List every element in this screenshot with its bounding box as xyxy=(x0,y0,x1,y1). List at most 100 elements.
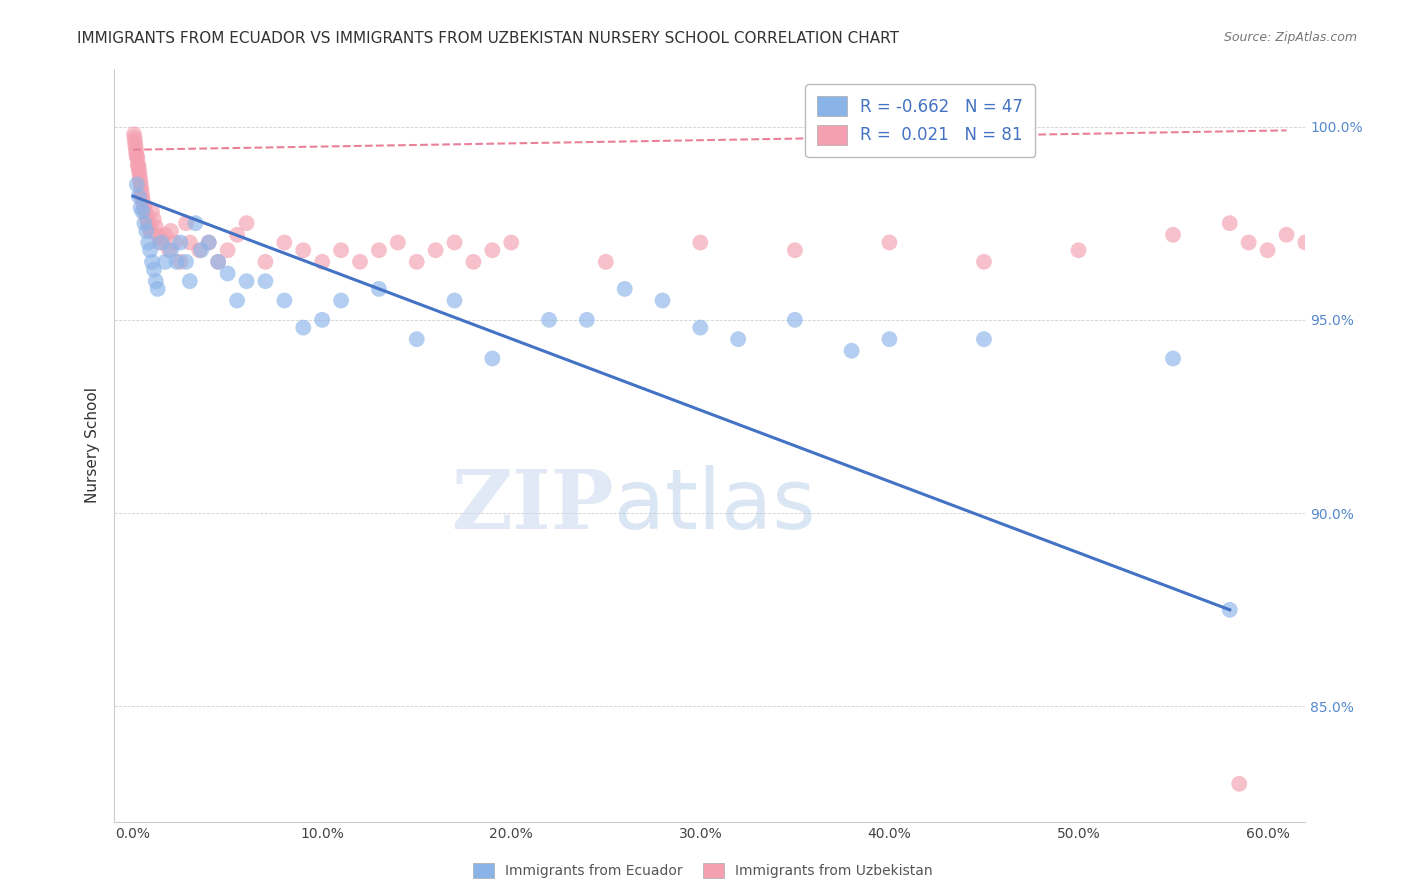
Point xyxy=(174,216,197,230)
Point xyxy=(135,209,157,223)
Point xyxy=(481,244,503,258)
Point xyxy=(155,227,177,242)
Point xyxy=(129,178,152,192)
Point xyxy=(217,244,239,258)
Point xyxy=(179,274,201,288)
Text: IMMIGRANTS FROM ECUADOR VS IMMIGRANTS FROM UZBEKISTAN NURSERY SCHOOL CORRELATION: IMMIGRANTS FROM ECUADOR VS IMMIGRANTS FR… xyxy=(77,31,900,46)
Point xyxy=(169,255,191,269)
Point xyxy=(138,220,160,235)
Point xyxy=(689,235,711,250)
Legend: R = -0.662   N = 47, R =  0.021   N = 81: R = -0.662 N = 47, R = 0.021 N = 81 xyxy=(806,85,1035,157)
Point xyxy=(387,235,409,250)
Point xyxy=(727,332,749,346)
Point xyxy=(128,166,150,180)
Point xyxy=(254,255,277,269)
Point xyxy=(1275,227,1298,242)
Y-axis label: Nursery School: Nursery School xyxy=(86,387,100,503)
Point xyxy=(292,244,315,258)
Point xyxy=(145,274,167,288)
Point xyxy=(443,293,465,308)
Point xyxy=(146,282,169,296)
Point xyxy=(124,139,146,153)
Point xyxy=(136,216,159,230)
Point xyxy=(1161,351,1184,366)
Point xyxy=(443,235,465,250)
Point xyxy=(481,351,503,366)
Point xyxy=(179,235,201,250)
Point xyxy=(125,146,148,161)
Point xyxy=(217,267,239,281)
Point xyxy=(160,224,183,238)
Point xyxy=(226,293,249,308)
Point xyxy=(131,204,153,219)
Text: ZIP: ZIP xyxy=(451,466,614,546)
Point xyxy=(127,158,149,172)
Point xyxy=(131,189,153,203)
Point xyxy=(538,313,561,327)
Point xyxy=(311,255,333,269)
Point xyxy=(131,193,153,207)
Point xyxy=(124,135,146,149)
Point xyxy=(689,320,711,334)
Point xyxy=(367,282,389,296)
Point xyxy=(166,255,188,269)
Point xyxy=(311,313,333,327)
Point xyxy=(129,181,152,195)
Point xyxy=(134,201,156,215)
Point xyxy=(128,189,150,203)
Point xyxy=(125,151,148,165)
Point xyxy=(128,169,150,184)
Point xyxy=(349,255,371,269)
Point xyxy=(127,151,149,165)
Point xyxy=(226,227,249,242)
Point xyxy=(129,174,152,188)
Point xyxy=(135,224,157,238)
Point xyxy=(425,244,447,258)
Point xyxy=(157,244,180,258)
Point xyxy=(197,235,219,250)
Point xyxy=(145,220,167,235)
Point xyxy=(1294,235,1316,250)
Point xyxy=(125,143,148,157)
Point xyxy=(1219,216,1241,230)
Point xyxy=(1227,777,1250,791)
Point xyxy=(139,224,162,238)
Point xyxy=(973,332,995,346)
Point xyxy=(501,235,523,250)
Point xyxy=(463,255,485,269)
Point xyxy=(973,255,995,269)
Point xyxy=(142,212,165,227)
Point xyxy=(613,282,636,296)
Point xyxy=(169,235,191,250)
Point xyxy=(207,255,229,269)
Point xyxy=(141,204,163,219)
Point xyxy=(131,186,153,200)
Point xyxy=(124,131,146,145)
Point xyxy=(127,158,149,172)
Point xyxy=(163,235,186,250)
Point xyxy=(188,244,211,258)
Point xyxy=(1161,227,1184,242)
Legend: Immigrants from Ecuador, Immigrants from Uzbekistan: Immigrants from Ecuador, Immigrants from… xyxy=(465,856,941,885)
Point xyxy=(1237,235,1260,250)
Point xyxy=(292,320,315,334)
Point xyxy=(879,235,901,250)
Point xyxy=(155,255,177,269)
Point xyxy=(146,227,169,242)
Text: atlas: atlas xyxy=(614,466,817,546)
Point xyxy=(783,313,806,327)
Point xyxy=(122,128,145,142)
Point xyxy=(184,216,207,230)
Point xyxy=(273,235,295,250)
Point xyxy=(595,255,617,269)
Point xyxy=(125,178,148,192)
Point xyxy=(134,204,156,219)
Point xyxy=(197,235,219,250)
Point xyxy=(134,216,156,230)
Point xyxy=(139,244,162,258)
Point xyxy=(1257,244,1279,258)
Point xyxy=(405,332,427,346)
Point xyxy=(1331,235,1354,250)
Point xyxy=(141,255,163,269)
Point xyxy=(1313,244,1336,258)
